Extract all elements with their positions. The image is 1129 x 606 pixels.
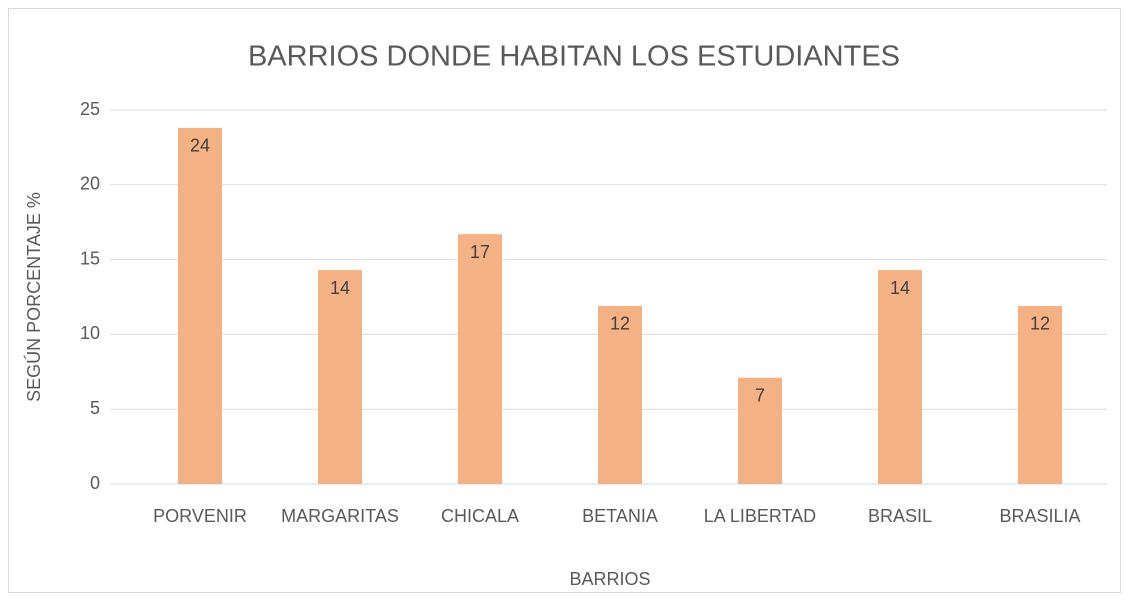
y-tick-label: 25 (80, 99, 100, 119)
x-tick-label: BRASILIA (999, 506, 1080, 526)
y-tick-label: 15 (80, 248, 100, 268)
x-axis-title: BARRIOS (569, 569, 650, 589)
y-tick-label: 10 (80, 323, 100, 343)
bar (318, 270, 362, 484)
y-tick-label: 0 (90, 473, 100, 493)
data-label: 12 (610, 314, 630, 334)
x-tick-label: PORVENIR (153, 506, 247, 526)
x-tick-label: BETANIA (582, 506, 658, 526)
data-label: 14 (890, 278, 910, 298)
y-tick-label: 20 (80, 174, 100, 194)
x-tick-label: LA LIBERTAD (704, 506, 816, 526)
data-label: 24 (190, 136, 210, 156)
bar (178, 127, 222, 485)
y-axis-title: SEGÚN PORCENTAJE % (23, 192, 44, 402)
bar (458, 234, 502, 484)
data-label: 12 (1030, 314, 1050, 334)
data-label: 7 (755, 386, 765, 406)
bar (1018, 305, 1062, 484)
bar (598, 305, 642, 484)
bar (738, 377, 782, 484)
x-tick-label: MARGARITAS (281, 506, 399, 526)
data-label: 14 (330, 278, 350, 298)
bar (878, 270, 922, 484)
x-tick-label: BRASIL (868, 506, 932, 526)
chart-title: BARRIOS DONDE HABITAN LOS ESTUDIANTES (248, 41, 900, 73)
data-label: 17 (470, 242, 490, 262)
x-tick-label: CHICALA (441, 506, 519, 526)
y-tick-label: 5 (90, 398, 100, 418)
